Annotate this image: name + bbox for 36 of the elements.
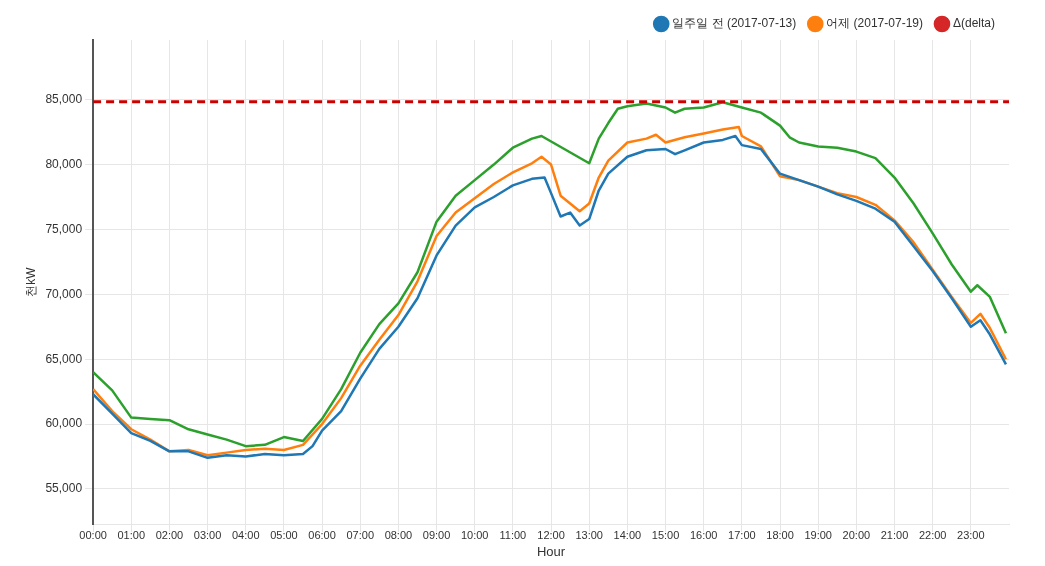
- legend-label: 어제 (2017-07-19): [826, 16, 923, 31]
- y-tick-label: 80,000: [45, 156, 83, 171]
- x-tick-label: 12:00: [537, 528, 565, 541]
- y-tick-label: 65,000: [45, 351, 83, 366]
- x-tick-label: 15:00: [651, 528, 680, 541]
- y-tick-label: 85,000: [45, 92, 83, 106]
- x-tick-label: 11:00: [499, 528, 527, 541]
- x-tick-label: 13:00: [575, 528, 603, 541]
- x-tick-label: 05:00: [270, 528, 298, 541]
- legend-label: Δ(delta): [952, 16, 995, 31]
- x-tick-label: 06:00: [308, 528, 336, 541]
- y-tick-label: 60,000: [45, 416, 83, 431]
- x-tick-label: 03:00: [193, 528, 222, 541]
- x-tick-label: 17:00: [728, 528, 756, 541]
- x-tick-label: 16:00: [689, 528, 718, 541]
- x-tick-label: 07:00: [346, 528, 375, 541]
- y-tick-label: 55,000: [45, 481, 83, 496]
- y-axis-title: 천kW: [23, 266, 38, 297]
- x-tick-label: 20:00: [842, 528, 871, 541]
- x-tick-label: 19:00: [804, 528, 832, 541]
- x-axis-title: Hour: [536, 543, 566, 559]
- x-tick-label: 10:00: [460, 528, 489, 541]
- x-tick-label: 08:00: [384, 528, 413, 541]
- x-tick-label: 09:00: [422, 528, 451, 541]
- y-tick-label: 70,000: [45, 286, 83, 301]
- y-tick-label: 75,000: [45, 221, 83, 236]
- x-tick-label: 01:00: [117, 528, 146, 541]
- x-tick-label: 23:00: [957, 528, 985, 541]
- x-tick-label: 14:00: [613, 528, 642, 541]
- x-tick-label: 00:00: [79, 528, 107, 541]
- x-tick-label: 18:00: [766, 528, 794, 541]
- x-tick-label: 22:00: [918, 528, 947, 541]
- x-tick-label: 02:00: [155, 528, 184, 541]
- x-tick-label: 21:00: [880, 528, 909, 541]
- legend-label: 일주일 전 (2017-07-13): [672, 16, 797, 31]
- x-tick-label: 04:00: [231, 528, 260, 541]
